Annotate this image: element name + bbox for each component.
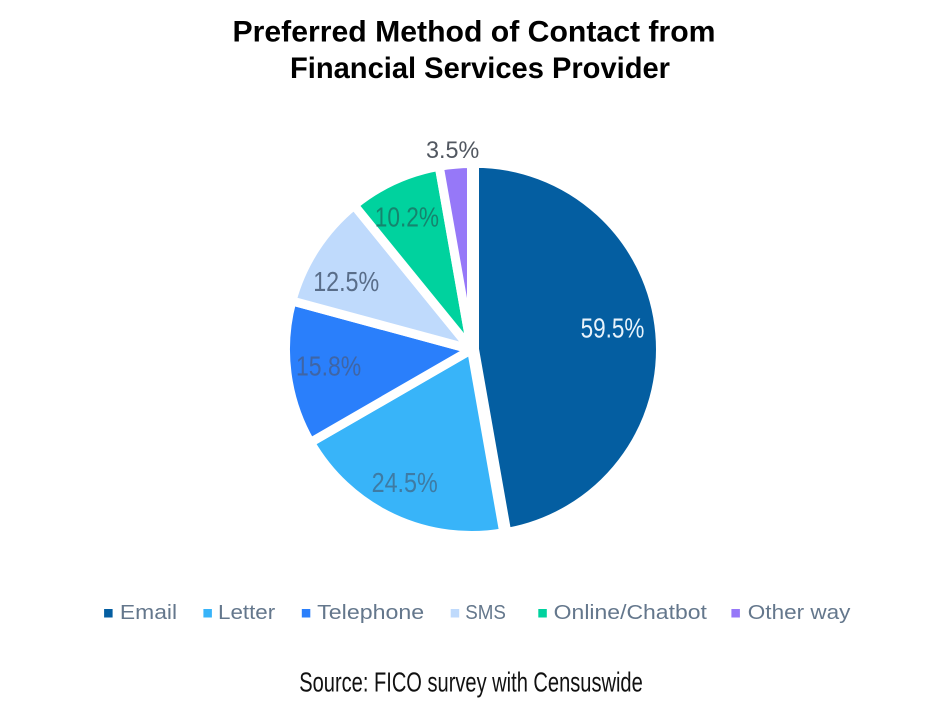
svg-text:Preferred Method of Contact fr: Preferred Method of Contact from (233, 16, 716, 49)
svg-text:12.5%: 12.5% (313, 266, 379, 297)
svg-text:15.8%: 15.8% (296, 351, 361, 382)
svg-text:Other way: Other way (748, 601, 851, 624)
svg-text:Email: Email (120, 601, 177, 624)
svg-text:Online/Chatbot: Online/Chatbot (554, 601, 708, 624)
svg-text:Letter: Letter (218, 601, 275, 624)
svg-text:Telephone: Telephone (317, 601, 424, 624)
svg-text:Financial Services Provider: Financial Services Provider (290, 52, 670, 85)
svg-text:Source: FICO survey with Censu: Source: FICO survey with Censuswide (299, 667, 643, 698)
svg-text:24.5%: 24.5% (372, 467, 438, 498)
svg-text:3.5%: 3.5% (426, 137, 479, 164)
svg-text:10.2%: 10.2% (375, 202, 439, 233)
svg-text:SMS: SMS (465, 601, 506, 624)
svg-text:59.5%: 59.5% (581, 313, 645, 344)
